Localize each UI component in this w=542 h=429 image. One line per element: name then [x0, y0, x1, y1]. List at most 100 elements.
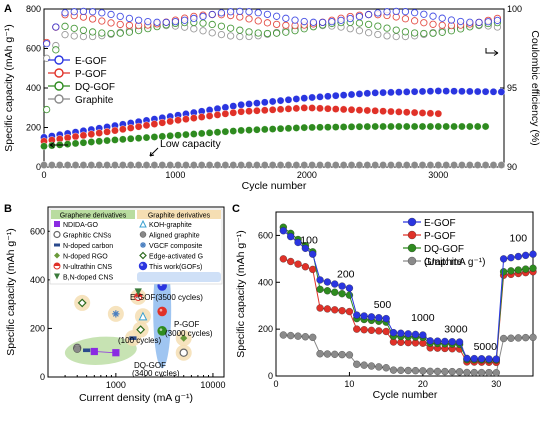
capacity-point-Graphite — [379, 161, 387, 169]
rate-point-Graphite — [353, 360, 361, 368]
a-legend-label: E-GOF — [75, 56, 107, 67]
ce-point — [162, 18, 170, 26]
ce-point — [484, 18, 492, 26]
capacity-point-E-GOF — [260, 98, 269, 107]
point-N-doped carbon — [83, 348, 91, 353]
capacity-point-P-GOF — [316, 104, 324, 113]
capacity-point-Graphite — [268, 161, 277, 169]
capacity-point-P-GOF — [363, 106, 372, 115]
rate-point-Graphite — [367, 362, 376, 370]
ce-point — [364, 10, 373, 19]
rate-point-Graphite — [522, 333, 530, 342]
rate-point-Graphite — [382, 364, 390, 372]
capacity-point-DQ-GOF — [260, 125, 269, 134]
rate-point-P-GOF — [331, 306, 339, 314]
a-xtick-label: 3000 — [428, 170, 448, 180]
b-xtick-label: 1000 — [106, 380, 126, 390]
capacity-point-Graphite — [182, 161, 190, 169]
rate-point-Graphite — [433, 367, 442, 376]
panel-b-ticks: 0 200 400 600 1000 10000 — [30, 226, 225, 390]
c-legend-label: P-GOF — [424, 231, 456, 242]
capacity-point-P-GOF — [324, 104, 332, 113]
capacity-point-E-GOF — [316, 93, 324, 101]
capacity-point-Graphite — [260, 161, 269, 169]
b-legend-label: B,N-doped CNS — [63, 275, 114, 282]
capacity-point-P-GOF — [87, 130, 96, 139]
capacity-point-Graphite — [363, 161, 372, 169]
c-legend-marker — [407, 243, 417, 253]
c-ytick-label: 400 — [258, 277, 273, 287]
a-xtick-label: 2000 — [297, 170, 317, 180]
capacity-point-Graphite — [79, 161, 88, 169]
b-ytick-label: 200 — [30, 323, 45, 333]
rate-point-Graphite — [279, 331, 287, 339]
point-P-GOF-shine — [159, 308, 163, 312]
panel-c-label: C — [232, 203, 240, 215]
capacity-point-Graphite — [111, 161, 119, 169]
capacity-point-E-GOF — [363, 89, 372, 98]
capacity-point-DQ-GOF — [48, 141, 56, 150]
rate-point-E-GOF — [294, 238, 302, 247]
capacity-point-Graphite — [213, 161, 222, 169]
capacity-point-P-GOF — [71, 132, 80, 141]
ce-point — [125, 14, 134, 23]
capacity-point-P-GOF — [134, 122, 143, 131]
capacity-point-DQ-GOF — [363, 122, 372, 131]
capacity-point-DQ-GOF — [150, 133, 159, 141]
b-legend-label: KOH-graphite — [149, 222, 192, 229]
rate-point-E-GOF — [529, 250, 537, 258]
ce-point — [263, 29, 272, 38]
ce-point — [171, 17, 180, 26]
capacity-point-Graphite — [87, 161, 96, 169]
ce-point — [70, 8, 78, 16]
ce-point — [61, 22, 69, 30]
capacity-point-P-GOF — [190, 114, 198, 122]
b-ytick-label: 400 — [30, 275, 45, 285]
point-NDIDA-GO — [54, 221, 60, 227]
ce-point — [70, 32, 78, 40]
low-capacity-annotation: Low capacity — [160, 138, 221, 150]
rate-point-E-GOF — [301, 244, 310, 252]
ce-point — [429, 12, 437, 20]
capacity-point-DQ-GOF — [174, 131, 182, 140]
ce-point — [107, 29, 115, 38]
rate-point-Graphite — [529, 333, 537, 341]
capacity-point-P-GOF — [426, 109, 435, 118]
ce-point — [447, 16, 456, 24]
capacity-point-DQ-GOF — [442, 122, 450, 131]
ce-point — [420, 29, 428, 38]
rate-point-E-GOF — [360, 312, 368, 320]
capacity-point-Graphite — [331, 161, 340, 169]
point-Aligned graphite — [73, 345, 81, 353]
capacity-point-Graphite — [126, 161, 135, 169]
rate-point-E-GOF — [441, 337, 449, 346]
rate-point-Graphite — [455, 368, 464, 376]
capacity-point-DQ-GOF — [276, 124, 285, 133]
rate-point-E-GOF — [419, 331, 427, 339]
capacity-point-DQ-GOF — [466, 122, 474, 131]
capacity-point-E-GOF — [339, 91, 348, 99]
rate-point-Graphite — [448, 368, 456, 376]
panel-c-frame — [275, 211, 534, 377]
capacity-point-E-GOF — [450, 87, 458, 95]
ce-point — [392, 7, 400, 16]
ce-point — [328, 18, 336, 26]
capacity-point-Graphite — [142, 161, 151, 169]
ce-point — [226, 8, 235, 16]
point-VGCF composite — [112, 310, 120, 318]
capacity-point-P-GOF — [213, 111, 222, 119]
rate-point-E-GOF — [463, 354, 471, 363]
rate-point-Graphite — [499, 334, 508, 343]
ce-point — [144, 17, 152, 26]
capacity-point-P-GOF — [142, 121, 151, 130]
rate-point-E-GOF — [426, 337, 434, 345]
ce-point — [383, 8, 391, 16]
ce-point — [420, 19, 428, 27]
annotation-p-gof: P-GOF — [174, 320, 199, 329]
rate-point-DQ-GOF — [529, 264, 537, 272]
panel-a-coulombic-efficiency — [42, 7, 502, 114]
panel-b-legend: NDIDA-GO Graphitic CNSs N-doped carbon N-do… — [53, 219, 203, 282]
c-legend-label: DQ-GOF — [424, 244, 464, 255]
point-Graphitic CNSs — [53, 230, 61, 239]
capacity-point-DQ-GOF — [292, 124, 301, 132]
